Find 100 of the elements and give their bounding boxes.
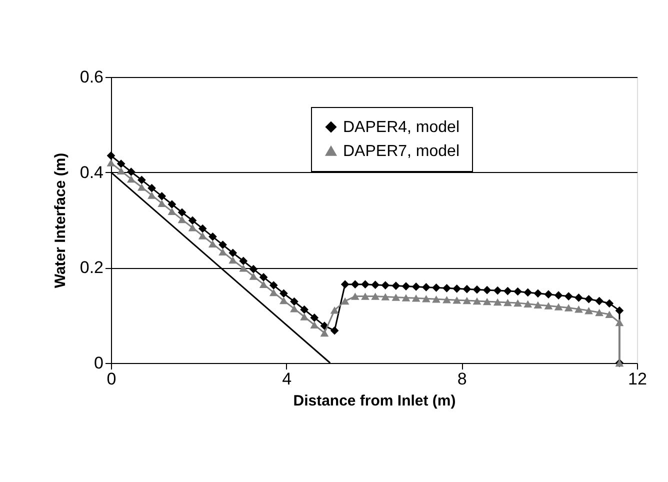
point xyxy=(452,296,462,304)
point xyxy=(178,216,186,224)
point xyxy=(534,289,542,298)
point xyxy=(249,272,258,280)
point xyxy=(239,256,248,266)
point xyxy=(584,294,593,304)
point xyxy=(106,151,116,160)
point xyxy=(158,192,166,200)
point xyxy=(168,200,176,208)
point xyxy=(126,168,136,176)
point xyxy=(504,298,512,306)
point xyxy=(462,296,472,304)
point xyxy=(259,280,268,288)
point xyxy=(412,282,420,291)
point xyxy=(280,289,288,298)
point xyxy=(554,303,563,310)
x-tick-label: 12 xyxy=(628,370,647,388)
point xyxy=(300,313,308,320)
point xyxy=(340,280,350,289)
point xyxy=(493,298,502,306)
point xyxy=(493,286,502,295)
point xyxy=(228,248,238,258)
point xyxy=(249,264,258,274)
point xyxy=(442,296,451,304)
point xyxy=(350,280,360,289)
point xyxy=(452,284,462,293)
point xyxy=(239,264,248,272)
point xyxy=(330,306,339,314)
point xyxy=(432,284,440,292)
point xyxy=(544,290,553,299)
point xyxy=(514,287,522,296)
point xyxy=(524,300,532,308)
point xyxy=(392,282,400,290)
x-tick-label: 8 xyxy=(457,370,467,388)
point xyxy=(462,284,472,294)
point xyxy=(320,329,329,337)
point xyxy=(300,305,308,314)
point xyxy=(138,183,146,191)
point xyxy=(148,192,156,199)
y-tick-label: 0.4 xyxy=(80,162,104,182)
point xyxy=(259,273,268,282)
point xyxy=(116,160,126,168)
point xyxy=(218,240,227,249)
point xyxy=(544,302,553,310)
point xyxy=(188,224,197,232)
point xyxy=(228,256,238,264)
point xyxy=(615,306,624,315)
point xyxy=(218,248,227,256)
point xyxy=(138,176,146,184)
y-axis-title: Water Interface (m) xyxy=(52,152,69,288)
point xyxy=(554,291,563,300)
point xyxy=(381,293,390,300)
y-tick-label: 0.2 xyxy=(80,258,104,278)
legend-label: DAPER7, model xyxy=(343,143,460,160)
point xyxy=(472,297,482,305)
x-tick-label: 4 xyxy=(282,370,292,388)
point xyxy=(412,294,420,302)
point xyxy=(574,306,583,313)
point xyxy=(524,288,532,297)
point xyxy=(350,292,360,300)
point xyxy=(482,286,492,294)
point xyxy=(432,296,440,303)
y-tick-label: 0 xyxy=(94,354,104,372)
point xyxy=(595,296,604,306)
x-tick-label: 0 xyxy=(106,370,116,388)
point xyxy=(371,280,380,290)
point xyxy=(564,304,573,312)
point xyxy=(371,292,380,300)
point xyxy=(514,299,522,307)
point xyxy=(381,281,390,290)
point xyxy=(269,288,278,296)
point xyxy=(198,224,207,233)
point xyxy=(605,299,614,308)
point xyxy=(310,314,319,322)
point xyxy=(442,284,451,292)
point xyxy=(208,232,217,241)
point xyxy=(168,208,176,216)
point xyxy=(310,321,319,328)
point xyxy=(290,305,298,312)
point xyxy=(402,282,410,290)
point xyxy=(595,308,604,316)
point xyxy=(534,301,542,308)
point xyxy=(116,167,126,175)
point xyxy=(574,294,583,302)
point xyxy=(564,292,573,300)
point xyxy=(392,294,400,301)
point xyxy=(290,297,298,306)
point xyxy=(361,280,370,289)
legend-label: DAPER4, model xyxy=(343,119,460,136)
point xyxy=(330,326,339,335)
point xyxy=(178,208,186,217)
point xyxy=(126,175,136,183)
point xyxy=(402,294,410,302)
point xyxy=(504,286,512,296)
point xyxy=(158,200,166,207)
point xyxy=(361,292,370,300)
x-axis-title: Distance from Inlet (m) xyxy=(293,392,456,410)
point xyxy=(198,232,207,240)
point xyxy=(106,159,116,166)
point xyxy=(472,285,482,294)
